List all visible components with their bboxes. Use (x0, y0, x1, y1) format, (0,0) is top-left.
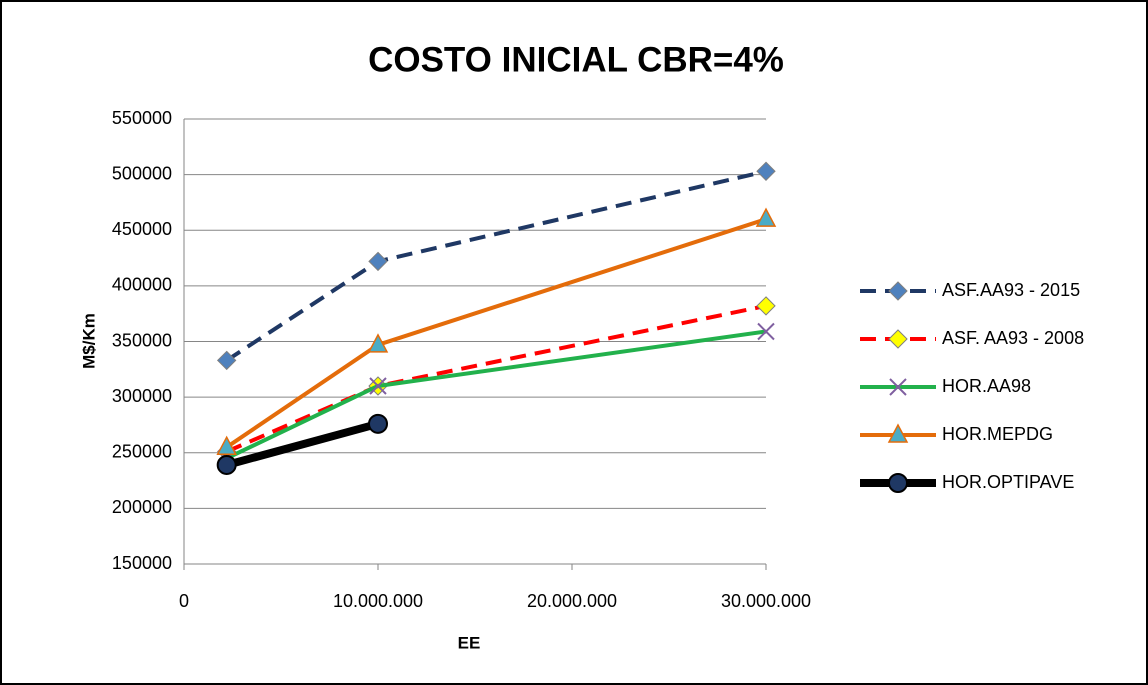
data-point (368, 251, 388, 272)
y-tick-label: 450000 (112, 219, 172, 239)
data-point (216, 454, 237, 475)
series-line (225, 419, 380, 469)
y-tick-label: 300000 (112, 386, 172, 406)
data-point (756, 161, 776, 181)
legend-marker (888, 473, 908, 493)
x-axis-label: EE (458, 633, 481, 652)
data-point (755, 207, 777, 227)
y-tick-label: 400000 (112, 275, 172, 295)
data-point (216, 435, 237, 455)
legend-label: HOR.MEPDG (942, 424, 1053, 444)
y-tick-label: 250000 (112, 442, 172, 462)
legend-marker (888, 281, 908, 301)
x-tick-label: 10.000.000 (333, 591, 423, 611)
data-point (757, 322, 775, 341)
data-point (369, 377, 387, 395)
y-tick-label: 150000 (112, 553, 172, 573)
x-tick-label: 0 (179, 591, 189, 611)
y-tick-label: 500000 (112, 163, 172, 183)
x-tick-label: 30.000.000 (721, 591, 811, 611)
legend-label: HOR.OPTIPAVE (942, 472, 1074, 492)
legend-label: HOR.AA98 (942, 376, 1031, 396)
data-point (756, 296, 776, 316)
legend-marker (887, 423, 909, 443)
y-tick-label: 350000 (112, 330, 172, 350)
data-point (216, 350, 237, 371)
legend-marker (888, 329, 908, 349)
legend-marker (889, 378, 907, 396)
x-tick-label: 20.000.000 (527, 591, 617, 611)
chart-title: COSTO INICIAL CBR=4% (368, 40, 784, 79)
legend-label: ASF.AA93 - 2015 (942, 280, 1080, 300)
y-axis-label: M$/Km (79, 313, 98, 369)
data-point (368, 413, 388, 434)
y-tick-label: 200000 (112, 497, 172, 517)
y-tick-label: 550000 (112, 108, 172, 128)
legend-label: ASF. AA93 - 2008 (942, 328, 1084, 348)
data-point (367, 333, 389, 353)
